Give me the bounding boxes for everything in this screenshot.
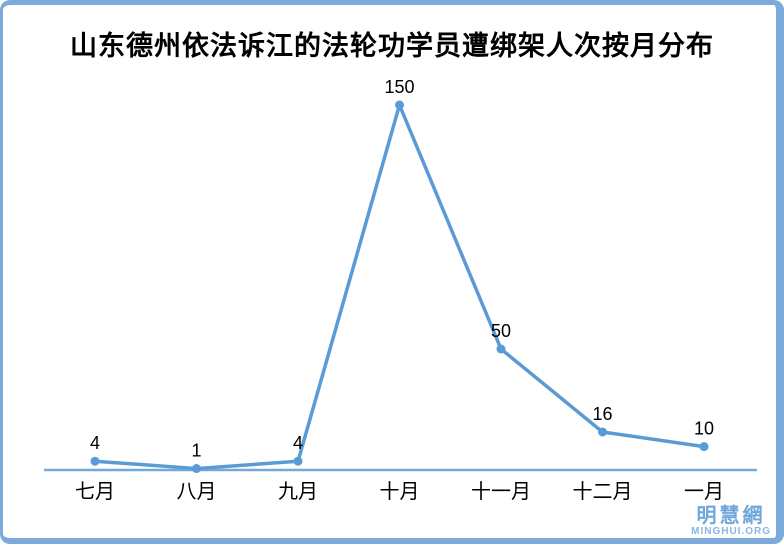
data-point-marker bbox=[496, 344, 506, 354]
data-point-marker bbox=[90, 456, 100, 466]
data-label: 4 bbox=[90, 433, 100, 453]
data-point-marker bbox=[395, 100, 404, 110]
data-label: 4 bbox=[293, 433, 303, 453]
data-point-marker bbox=[699, 442, 709, 452]
series-line bbox=[93, 103, 706, 471]
data-point-marker bbox=[598, 427, 607, 437]
watermark-english-text: MINGHUI.ORG bbox=[691, 525, 771, 537]
data-label: 16 bbox=[592, 404, 612, 424]
data-point-marker bbox=[192, 464, 201, 474]
minghui-watermark: 明慧網 MINGHUI.ORG bbox=[691, 504, 771, 538]
data-point-marker bbox=[293, 456, 303, 466]
data-label: 150 bbox=[384, 77, 414, 97]
x-axis-label: 十二月 bbox=[573, 480, 633, 503]
data-label: 50 bbox=[491, 321, 511, 341]
x-axis-label: 九月 bbox=[278, 480, 318, 503]
chart-title: 山东德州依法诉江的法轮功学员遭绑架人次按月分布 bbox=[70, 31, 714, 61]
x-axis-label: 十月 bbox=[380, 480, 420, 503]
data-label: 10 bbox=[694, 419, 714, 439]
data-label: 1 bbox=[191, 441, 201, 461]
watermark-chinese-text: 明慧網 bbox=[696, 504, 766, 527]
x-axis-label: 七月 bbox=[75, 480, 115, 503]
x-axis-label: 一月 bbox=[684, 481, 724, 503]
x-axis-label: 十一月 bbox=[471, 480, 531, 503]
x-axis-label: 八月 bbox=[177, 481, 217, 503]
